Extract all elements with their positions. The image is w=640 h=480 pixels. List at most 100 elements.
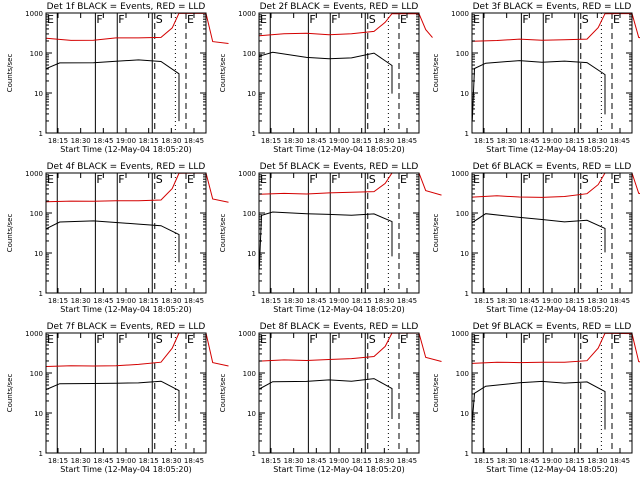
y-tick-label: 1 <box>39 290 43 298</box>
y-tick-label: 1 <box>252 450 256 458</box>
region-marker: F <box>331 13 337 26</box>
plot-frame <box>471 332 633 454</box>
x-tick-label: 18:30 <box>71 457 91 465</box>
detector-panel-9: Det 9f BLACK = Events, RED = LLD Counts/s… <box>432 322 640 474</box>
x-tick-label: 18:45 <box>519 297 539 305</box>
region-marker: F <box>96 333 102 346</box>
y-tick-label: 100 <box>30 210 43 218</box>
region-marker: S <box>156 173 163 186</box>
region-marker: S <box>582 333 589 346</box>
x-tick-label: 18:30 <box>374 137 394 145</box>
x-tick-label: 18:45 <box>519 137 539 145</box>
plot-frame <box>45 12 207 134</box>
x-axis-label: Start Time (12-May-04 18:05:20) <box>60 465 191 474</box>
detector-panel-7: Det 7f BLACK = Events, RED = LLD Counts/s… <box>6 322 229 474</box>
x-tick-label: 18:15 <box>565 137 585 145</box>
plot-frame <box>258 332 420 454</box>
x-tick-label: 19:00 <box>542 297 562 305</box>
region-marker: E <box>187 333 194 346</box>
y-tick-label: 100 <box>243 50 256 58</box>
y-axis-label: Counts/sec <box>6 214 14 253</box>
lld-series-line <box>46 332 229 367</box>
y-tick-label: 10 <box>34 410 43 418</box>
x-tick-label: 18:30 <box>587 297 607 305</box>
region-marker: F <box>522 13 528 26</box>
x-tick-label: 18:15 <box>474 137 494 145</box>
region-marker: E <box>613 173 620 186</box>
events-series-line <box>46 380 180 422</box>
x-tick-label: 19:00 <box>116 297 136 305</box>
x-tick-label: 18:30 <box>161 457 181 465</box>
events-series-line <box>46 59 180 122</box>
x-tick-label: 18:30 <box>497 137 517 145</box>
lld-series-line <box>472 12 640 42</box>
x-tick-label: 18:45 <box>519 457 539 465</box>
region-marker: E <box>473 13 480 26</box>
x-tick-label: 18:15 <box>48 137 68 145</box>
x-tick-label: 18:15 <box>48 297 68 305</box>
x-tick-label: 18:15 <box>474 297 494 305</box>
x-tick-label: 18:15 <box>139 137 159 145</box>
region-marker: S <box>582 173 589 186</box>
x-tick-label: 18:15 <box>565 457 585 465</box>
x-tick-label: 18:30 <box>71 297 91 305</box>
x-tick-label: 18:30 <box>161 137 181 145</box>
events-series-line <box>258 211 393 270</box>
y-axis-label: Counts/sec <box>219 214 227 253</box>
x-tick-label: 18:15 <box>261 137 281 145</box>
x-tick-label: 18:45 <box>93 297 113 305</box>
region-marker: S <box>369 13 376 26</box>
x-axis-label: Start Time (12-May-04 18:05:20) <box>273 145 404 154</box>
detector-panel-6: Det 6f BLACK = Events, RED = LLD Counts/s… <box>432 162 640 314</box>
region-marker: F <box>118 13 124 26</box>
y-tick-label: 1000 <box>238 330 256 338</box>
y-tick-label: 100 <box>243 210 256 218</box>
y-tick-label: 1000 <box>451 10 469 18</box>
detector-panel-3: Det 3f BLACK = Events, RED = LLD Counts/s… <box>432 2 640 154</box>
x-tick-label: 18:45 <box>93 457 113 465</box>
x-tick-label: 18:30 <box>497 297 517 305</box>
x-tick-label: 18:45 <box>610 297 630 305</box>
events-series-line <box>259 51 393 94</box>
x-tick-label: 18:30 <box>374 297 394 305</box>
events-series-line <box>472 213 606 253</box>
x-tick-label: 18:45 <box>306 137 326 145</box>
y-tick-label: 1 <box>252 130 256 138</box>
y-tick-label: 1000 <box>451 330 469 338</box>
x-tick-label: 18:15 <box>139 297 159 305</box>
x-tick-label: 18:45 <box>610 457 630 465</box>
y-axis-label: Counts/sec <box>219 54 227 93</box>
panel-title: Det 3f BLACK = Events, RED = LLD <box>473 2 632 12</box>
x-tick-label: 18:30 <box>284 457 304 465</box>
x-tick-label: 18:15 <box>352 137 372 145</box>
x-axis-label: Start Time (12-May-04 18:05:20) <box>60 305 191 314</box>
x-axis-label: Start Time (12-May-04 18:05:20) <box>60 145 191 154</box>
y-axis-label: Counts/sec <box>6 54 14 93</box>
x-tick-label: 18:15 <box>565 297 585 305</box>
region-marker: F <box>118 173 124 186</box>
detector-panel-4: Det 4f BLACK = Events, RED = LLD Counts/s… <box>6 162 229 314</box>
region-marker: E <box>260 333 267 346</box>
region-marker: E <box>400 173 407 186</box>
y-tick-label: 100 <box>456 50 469 58</box>
x-tick-label: 19:00 <box>329 297 349 305</box>
y-tick-label: 1000 <box>238 10 256 18</box>
y-tick-label: 1 <box>39 450 43 458</box>
region-marker: S <box>369 173 376 186</box>
region-marker: F <box>522 173 528 186</box>
x-tick-label: 18:15 <box>474 457 494 465</box>
region-marker: S <box>156 13 163 26</box>
x-tick-label: 18:30 <box>284 297 304 305</box>
region-marker: S <box>156 333 163 346</box>
panel-title: Det 6f BLACK = Events, RED = LLD <box>473 162 632 172</box>
x-tick-label: 18:45 <box>93 137 113 145</box>
y-tick-label: 10 <box>247 90 256 98</box>
x-axis-label: Start Time (12-May-04 18:05:20) <box>486 145 617 154</box>
panel-title: Det 8f BLACK = Events, RED = LLD <box>260 322 419 332</box>
y-tick-label: 1000 <box>25 330 43 338</box>
events-series-line <box>46 220 180 263</box>
y-tick-label: 1000 <box>451 170 469 178</box>
lld-series-line <box>46 172 229 203</box>
region-marker: E <box>260 173 267 186</box>
